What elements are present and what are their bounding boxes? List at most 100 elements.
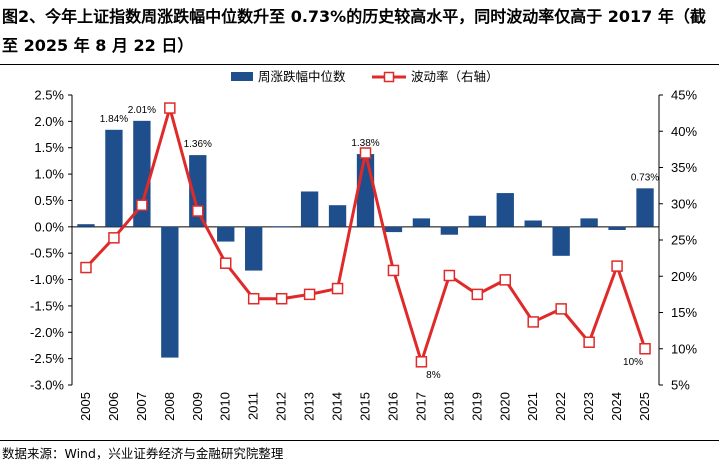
line-series	[80, 102, 651, 368]
legend-bar-label: 周涨跌幅中位数	[258, 69, 346, 84]
line-point	[415, 356, 428, 368]
line-point	[359, 147, 372, 159]
bar	[77, 224, 95, 227]
left-tick-label: -1.0%	[30, 272, 64, 287]
x-tick-label: 2020	[497, 392, 512, 421]
bar-data-label: 1.36%	[184, 139, 212, 150]
line-point	[303, 288, 316, 301]
bar	[440, 226, 459, 235]
x-tick-label: 2014	[330, 392, 345, 421]
bar	[384, 226, 403, 233]
x-tick-label: 2015	[358, 392, 373, 421]
line-point	[499, 274, 512, 286]
right-tick-label: 35%	[671, 160, 697, 175]
x-tick-label: 2022	[553, 392, 568, 421]
right-tick-label: 30%	[671, 196, 697, 211]
line-point	[443, 269, 456, 282]
x-tick-label: 2024	[609, 392, 624, 421]
bar	[105, 129, 123, 227]
data-labels: 1.84%2.01% 1.36% 1.38% 0.73% 8% 10%	[100, 105, 660, 381]
x-tick-label: 2025	[637, 392, 652, 421]
line-point	[275, 292, 288, 305]
bar	[524, 220, 542, 227]
bar	[552, 226, 570, 256]
bar	[636, 188, 654, 227]
title-divider	[0, 64, 719, 65]
legend: 周涨跌幅中位数 波动率（右轴）	[231, 69, 499, 84]
x-tick-label: 2006	[106, 392, 121, 421]
x-tick-label: 2016	[385, 392, 400, 421]
x-tick-label: 2008	[162, 392, 177, 421]
legend-bar-swatch	[231, 72, 253, 81]
right-tick-label: 25%	[671, 233, 697, 248]
bar	[245, 226, 263, 271]
bar-data-label: 2.01%	[128, 105, 156, 116]
x-tick-label: 2009	[190, 392, 205, 421]
bar	[217, 226, 235, 242]
line-point	[639, 343, 651, 355]
line-point	[247, 292, 260, 305]
bar	[356, 154, 375, 227]
line-point	[164, 102, 176, 114]
right-tick-label: 15%	[671, 305, 697, 320]
x-tick-label: 2011	[246, 392, 261, 420]
bar	[468, 215, 486, 227]
left-tick-label: 2.5%	[34, 88, 64, 103]
x-tick-label: 2018	[441, 392, 456, 421]
line-data-label: 10%	[623, 357, 643, 368]
x-tick-label: 2019	[469, 392, 484, 421]
line-point	[583, 336, 595, 348]
line-point	[219, 257, 232, 269]
line-point	[527, 316, 539, 328]
bar	[328, 205, 347, 227]
bar	[412, 218, 431, 227]
legend-line-marker	[383, 71, 395, 83]
right-tick-label: 20%	[671, 269, 697, 284]
bar-data-label: 1.84%	[100, 114, 128, 125]
left-tick-label: 1.5%	[34, 140, 64, 155]
x-tick-label: 2013	[302, 392, 317, 421]
bar	[608, 226, 626, 230]
line-point	[387, 264, 400, 277]
line-point	[136, 199, 148, 211]
line-data-label: 8%	[426, 370, 441, 381]
right-tick-label: 40%	[671, 124, 697, 139]
right-tick-label: 10%	[671, 341, 697, 356]
footer-divider	[0, 440, 719, 441]
line-point	[192, 205, 204, 217]
x-tick-label: 2012	[274, 392, 289, 421]
x-tick-label: 2010	[218, 392, 233, 421]
legend-line-label: 波动率（右轴）	[411, 69, 499, 84]
line-point	[611, 260, 623, 272]
right-tick-label: 45%	[671, 88, 697, 103]
left-tick-label: -0.5%	[30, 246, 64, 261]
line-point	[80, 261, 92, 274]
left-tick-label: -2.5%	[30, 351, 64, 366]
line-point	[471, 288, 484, 301]
x-tick-label: 2021	[525, 392, 540, 421]
left-tick-label: -3.0%	[30, 378, 64, 393]
line-point	[331, 282, 344, 295]
left-tick-label: 1.0%	[34, 167, 64, 182]
left-tick-label: -1.5%	[30, 298, 64, 313]
left-tick-label: 0.0%	[34, 219, 64, 234]
left-tick-label: 2.0%	[34, 114, 64, 129]
bar	[580, 218, 598, 227]
x-tick-label: 2023	[581, 392, 596, 421]
line-point	[108, 232, 120, 244]
bar-data-label: 1.38%	[351, 138, 379, 149]
bar	[272, 226, 291, 228]
x-tick-label: 2005	[78, 392, 93, 421]
chart-title: 图2、今年上证指数周涨跌幅中位数升至 0.73%的历史较高水平，同时波动率仅高于…	[2, 7, 706, 55]
source-note: 数据来源：Wind，兴业证券经济与金融研究院整理	[2, 446, 284, 461]
bar	[161, 226, 179, 358]
bar	[496, 193, 514, 227]
bar	[300, 191, 319, 227]
left-tick-label: -2.0%	[30, 325, 64, 340]
axes: -3.0% -2.5% -2.0% -1.5% -1.0% -0.5% 0.0% 0.5% 1.…	[30, 88, 697, 421]
bar-series	[77, 120, 654, 358]
x-tick-label: 2007	[134, 392, 149, 421]
right-tick-label: 5%	[671, 378, 690, 393]
x-tick-label: 2017	[413, 392, 428, 421]
bar-data-label: 0.73%	[631, 172, 659, 183]
